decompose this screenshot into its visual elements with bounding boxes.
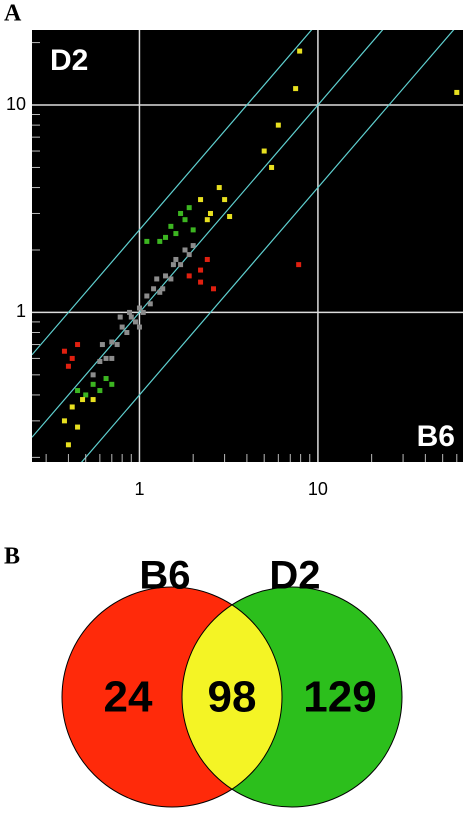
point xyxy=(168,276,174,282)
point xyxy=(109,381,115,387)
point xyxy=(168,223,174,229)
point xyxy=(75,424,81,430)
venn-outline xyxy=(181,586,403,808)
point xyxy=(293,86,299,92)
point xyxy=(136,305,142,311)
point xyxy=(275,122,281,128)
point xyxy=(182,247,188,253)
fold-line xyxy=(32,30,313,356)
point xyxy=(186,205,192,211)
point xyxy=(222,197,228,203)
point xyxy=(127,309,133,315)
point xyxy=(190,227,196,233)
point xyxy=(65,363,71,369)
venn-count: 129 xyxy=(303,673,376,722)
point xyxy=(97,388,103,394)
point xyxy=(144,238,150,244)
point xyxy=(90,372,96,378)
point xyxy=(211,286,217,292)
y-tick-label: 10 xyxy=(6,94,26,114)
point xyxy=(83,392,89,398)
point xyxy=(297,48,303,54)
point xyxy=(151,286,157,292)
point xyxy=(109,339,115,345)
point xyxy=(173,256,179,262)
point xyxy=(173,231,179,237)
corner-label: B6 xyxy=(417,420,455,453)
panel-label: B xyxy=(4,544,20,570)
fold-line xyxy=(80,30,455,462)
venn-overlap xyxy=(182,587,282,807)
point xyxy=(69,355,75,361)
point xyxy=(216,185,222,191)
point xyxy=(114,342,120,348)
point xyxy=(160,286,166,292)
point xyxy=(204,217,210,223)
corner-label: D2 xyxy=(50,44,88,77)
panel-label: A xyxy=(4,1,22,27)
point xyxy=(119,324,125,330)
point xyxy=(163,273,169,279)
point xyxy=(227,214,233,220)
venn-count: 24 xyxy=(104,673,153,722)
point xyxy=(207,210,213,216)
point xyxy=(157,238,163,244)
point xyxy=(103,355,109,361)
point xyxy=(140,309,146,315)
venn-count: 98 xyxy=(208,673,257,722)
point xyxy=(296,262,302,268)
venn-outline xyxy=(61,586,283,808)
point xyxy=(144,293,150,299)
point xyxy=(186,252,192,258)
venn-set-label: B6 xyxy=(139,554,190,598)
point xyxy=(186,273,192,279)
point xyxy=(75,388,81,394)
point xyxy=(124,330,130,336)
point xyxy=(136,324,142,330)
point xyxy=(128,314,134,320)
point xyxy=(80,397,86,403)
point xyxy=(178,262,184,268)
point xyxy=(204,256,210,262)
point xyxy=(75,342,81,348)
point xyxy=(65,442,71,448)
point xyxy=(132,319,138,325)
venn: B6 D2 24 98 129 xyxy=(61,554,403,808)
point xyxy=(90,381,96,387)
point xyxy=(154,276,160,282)
point xyxy=(198,267,204,273)
point xyxy=(261,148,267,154)
point xyxy=(61,418,67,424)
point xyxy=(97,358,103,364)
x-tick-label: 10 xyxy=(308,479,328,499)
point xyxy=(90,397,96,403)
fold-line xyxy=(32,30,384,438)
point xyxy=(170,262,176,268)
plot-layer xyxy=(32,30,463,462)
point xyxy=(198,197,204,203)
y-tick-label: 1 xyxy=(16,301,26,321)
point xyxy=(190,243,196,249)
venn-set-label: D2 xyxy=(269,554,320,598)
point xyxy=(178,210,184,216)
point xyxy=(61,348,67,354)
point xyxy=(69,404,75,410)
point xyxy=(99,342,105,348)
point xyxy=(103,376,109,382)
point xyxy=(454,89,460,95)
point xyxy=(157,289,163,295)
point xyxy=(198,279,204,285)
point xyxy=(269,164,275,170)
point xyxy=(163,234,169,240)
point xyxy=(147,301,153,307)
point xyxy=(182,217,188,223)
point xyxy=(117,314,123,320)
x-tick-label: 1 xyxy=(134,479,144,499)
point xyxy=(109,355,115,361)
